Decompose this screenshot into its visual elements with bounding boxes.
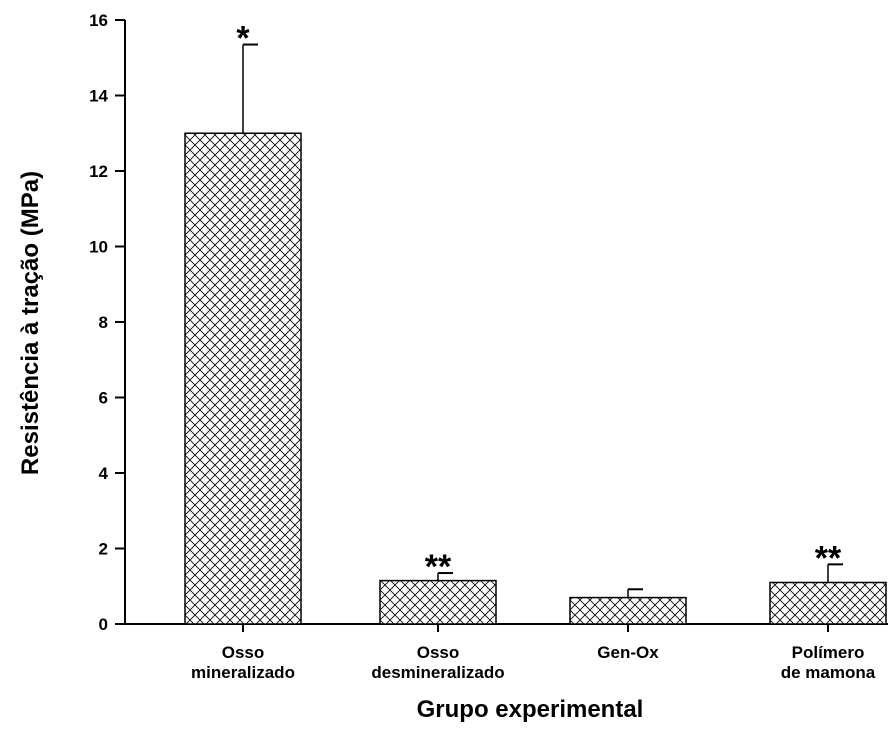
y-tick-label: 8 bbox=[99, 313, 108, 332]
bar bbox=[184, 132, 302, 625]
category-label-line: Osso bbox=[417, 643, 460, 662]
category-label-line: Polímero bbox=[792, 643, 865, 662]
significance-marker: * bbox=[236, 20, 250, 58]
labels: *Osso mineralizado**Osso desmineralizadoGe… bbox=[191, 20, 876, 682]
y-tick-label: 0 bbox=[99, 615, 108, 634]
y-tick-label: 14 bbox=[89, 87, 108, 106]
category-label: Osso desmineralizado bbox=[371, 643, 504, 682]
y-axis-title: Resistência à tração (MPa) bbox=[17, 171, 44, 475]
category-label-line: Osso bbox=[222, 643, 265, 662]
significance-marker: ** bbox=[815, 539, 842, 577]
y-tick-label: 16 bbox=[89, 11, 108, 30]
category-label: Gen-Ox bbox=[597, 643, 659, 662]
category-label-line: de mamona bbox=[781, 663, 876, 682]
category-label: Osso mineralizado bbox=[191, 643, 295, 682]
category-label-line: desmineralizado bbox=[371, 663, 504, 682]
category-label-line: Gen-Ox bbox=[597, 643, 659, 662]
significance-marker: ** bbox=[425, 548, 452, 586]
y-tick-label: 6 bbox=[99, 389, 108, 408]
bar bbox=[379, 579, 497, 625]
bar bbox=[569, 596, 687, 625]
category-label-line: mineralizado bbox=[191, 663, 295, 682]
category-label: Polímero de mamona bbox=[781, 643, 876, 682]
y-tick-label: 4 bbox=[99, 464, 109, 483]
bars bbox=[184, 43, 887, 625]
y-tick-label: 10 bbox=[89, 238, 108, 257]
x-axis-title: Grupo experimental bbox=[417, 696, 644, 723]
bar bbox=[769, 581, 887, 625]
y-tick-label: 2 bbox=[99, 540, 108, 559]
y-tick-label: 12 bbox=[89, 162, 108, 181]
